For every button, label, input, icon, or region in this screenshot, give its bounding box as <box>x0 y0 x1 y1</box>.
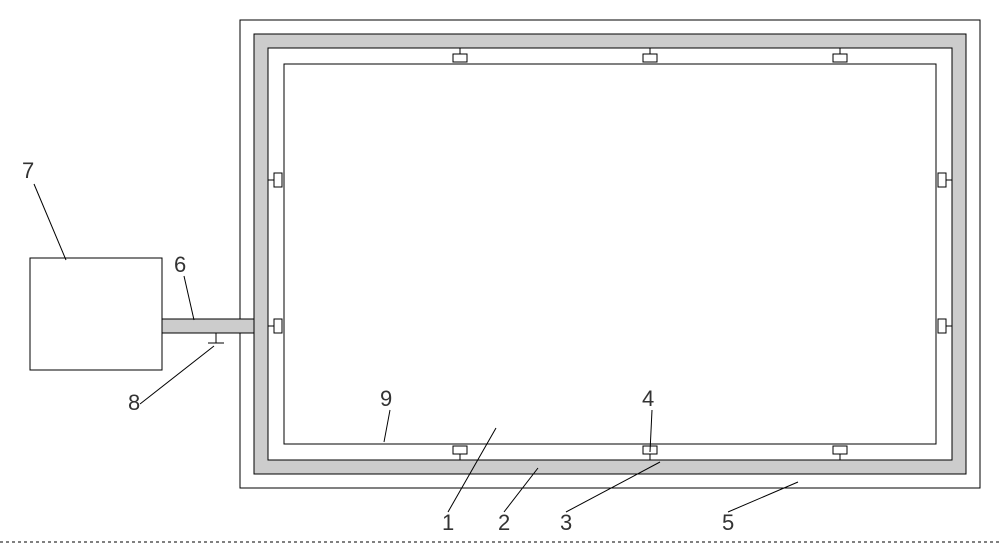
connector-pipe <box>162 319 254 333</box>
nozzle-top <box>453 54 467 62</box>
leader-2 <box>504 468 538 512</box>
label-2: 2 <box>498 510 510 535</box>
nozzle-bottom <box>453 446 467 454</box>
label-7: 7 <box>22 158 34 183</box>
label-8: 8 <box>128 390 140 415</box>
nozzle-top <box>833 54 847 62</box>
leader-9 <box>384 410 390 442</box>
nozzle-left <box>274 319 282 333</box>
pipe-ring <box>254 34 966 474</box>
label-4: 4 <box>642 386 654 411</box>
label-5: 5 <box>722 510 734 535</box>
label-1: 1 <box>442 510 454 535</box>
pump-box <box>30 258 162 370</box>
leader-5 <box>728 482 798 512</box>
nozzle-top <box>643 54 657 62</box>
diagram-canvas: 7 6 8 9 4 1 2 3 5 <box>0 0 1000 551</box>
outer-enclosure <box>240 20 980 488</box>
nozzle-right <box>938 173 946 187</box>
nozzle-bottom <box>833 446 847 454</box>
leader-6 <box>184 276 194 320</box>
label-6: 6 <box>174 252 186 277</box>
nozzle-left <box>274 173 282 187</box>
label-9: 9 <box>380 386 392 411</box>
label-3: 3 <box>560 510 572 535</box>
leader-8 <box>140 346 214 404</box>
nozzle-right <box>938 319 946 333</box>
leader-7 <box>34 184 66 260</box>
